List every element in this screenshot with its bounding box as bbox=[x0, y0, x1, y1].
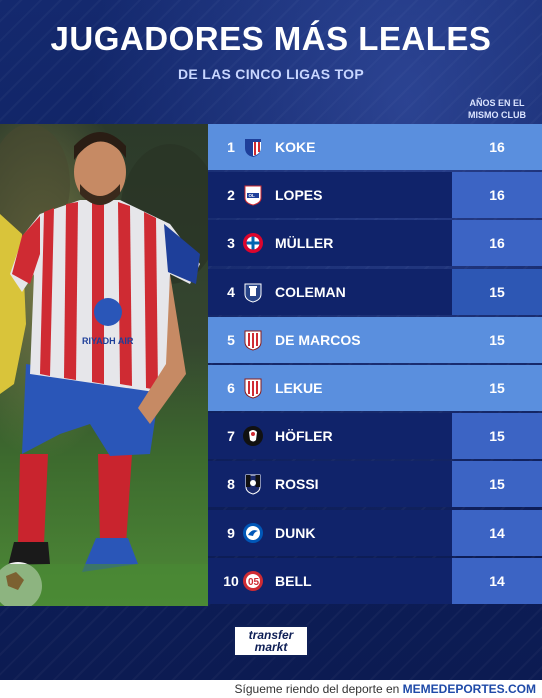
player-name: ROSSI bbox=[275, 476, 319, 493]
transfermarkt-logo: transfer markt bbox=[233, 625, 309, 657]
value-cell bbox=[452, 124, 542, 170]
player-name: COLEMAN bbox=[275, 283, 346, 300]
list-item: 2 OL LOPES 16 bbox=[208, 172, 542, 219]
watermark-site: MEMEDEPORTES.COM bbox=[402, 682, 536, 696]
list-item: 1 KOKE 16 bbox=[208, 124, 542, 170]
value-cell bbox=[452, 268, 542, 315]
player-photo: RIYADH AIR bbox=[0, 124, 208, 606]
list-item: 4 COLEMAN 15 bbox=[208, 268, 542, 315]
rank-number: 3 bbox=[227, 235, 235, 252]
sc-freiburg-crest-icon bbox=[243, 426, 263, 447]
years-column-header-line2: MISMO CLUB bbox=[468, 110, 526, 120]
brighton-crest-icon bbox=[243, 522, 263, 543]
years-column-header: AÑOS EN EL MISMO CLUB bbox=[452, 97, 542, 121]
years-value: 15 bbox=[489, 476, 505, 493]
player-name: DE MARCOS bbox=[275, 331, 361, 348]
years-value: 15 bbox=[489, 331, 505, 348]
rank-number: 8 bbox=[227, 476, 235, 493]
value-cell bbox=[452, 316, 542, 363]
years-value: 14 bbox=[489, 572, 505, 589]
years-value: 16 bbox=[489, 139, 505, 155]
bayern-munich-crest-icon bbox=[243, 233, 263, 254]
olympique-lyon-crest-icon: OL bbox=[244, 185, 262, 206]
list-item: 7 HÖFLER 15 bbox=[208, 413, 542, 460]
rank-number: 5 bbox=[227, 331, 235, 348]
player-illustration: RIYADH AIR bbox=[0, 124, 208, 606]
svg-text:05: 05 bbox=[248, 577, 260, 588]
years-value: 16 bbox=[489, 235, 505, 252]
value-cell bbox=[452, 557, 542, 604]
logo-line2: markt bbox=[254, 640, 288, 654]
list-item: 8 ROSSI 15 bbox=[208, 461, 542, 508]
rank-number: 2 bbox=[227, 187, 235, 204]
player-name: DUNK bbox=[275, 524, 316, 541]
list-item: 10 05 BELL 14 bbox=[208, 557, 542, 604]
svg-text:OL: OL bbox=[249, 193, 256, 198]
shirt-sponsor-text: RIYADH AIR bbox=[82, 336, 134, 346]
rank-number: 10 bbox=[223, 572, 239, 589]
watermark-text: Sígueme riendo del deporte en MEMEDEPORT… bbox=[235, 682, 536, 696]
atalanta-crest-icon bbox=[245, 474, 261, 495]
years-value: 16 bbox=[489, 187, 505, 204]
years-value: 15 bbox=[489, 379, 505, 396]
page-subtitle: DE LAS CINCO LIGAS TOP bbox=[177, 66, 365, 82]
list-item: 5 DE MARCOS 15 bbox=[208, 316, 542, 363]
value-cell bbox=[452, 220, 542, 267]
athletic-bilbao-crest-icon bbox=[244, 330, 262, 351]
list-item: 6 LEKUE 15 bbox=[208, 364, 542, 411]
value-cell bbox=[452, 364, 542, 411]
watermark-prefix: Sígueme riendo del deporte en bbox=[234, 682, 400, 696]
value-cell bbox=[452, 413, 542, 460]
player-name: KOKE bbox=[275, 139, 316, 155]
watermark-bar: Sígueme riendo del deporte en MEMEDEPORT… bbox=[0, 680, 542, 698]
ranking-list: 1 KOKE 16 2 OL LOPES 16 3 MÜLLER 16 bbox=[208, 124, 542, 606]
value-cell bbox=[452, 172, 542, 219]
rank-number: 6 bbox=[227, 379, 235, 396]
player-name: MÜLLER bbox=[275, 235, 334, 252]
rank-number: 1 bbox=[227, 139, 235, 155]
years-value: 15 bbox=[489, 283, 505, 300]
player-name: LEKUE bbox=[275, 379, 323, 396]
years-value: 15 bbox=[489, 428, 505, 445]
list-item: 9 DUNK 14 bbox=[208, 509, 542, 556]
atletico-madrid-crest-icon bbox=[245, 139, 261, 157]
mainz-crest-icon: 05 bbox=[243, 570, 263, 591]
page-title: JUGADORES MÁS LEALES bbox=[50, 20, 492, 57]
value-cell bbox=[452, 509, 542, 556]
player-name: HÖFLER bbox=[275, 428, 333, 445]
years-value: 14 bbox=[489, 524, 505, 541]
athletic-bilbao-crest-icon bbox=[244, 378, 262, 399]
everton-crest-icon bbox=[244, 283, 262, 303]
years-column-header-line1: AÑOS EN EL bbox=[469, 98, 525, 108]
rank-number: 7 bbox=[227, 428, 235, 445]
list-item: 3 MÜLLER 16 bbox=[208, 220, 542, 267]
rank-number: 9 bbox=[227, 524, 235, 541]
rank-number: 4 bbox=[227, 283, 235, 300]
player-name: BELL bbox=[275, 572, 312, 589]
player-name: LOPES bbox=[275, 187, 323, 204]
logo-line1: transfer bbox=[248, 628, 294, 642]
value-cell bbox=[452, 461, 542, 508]
